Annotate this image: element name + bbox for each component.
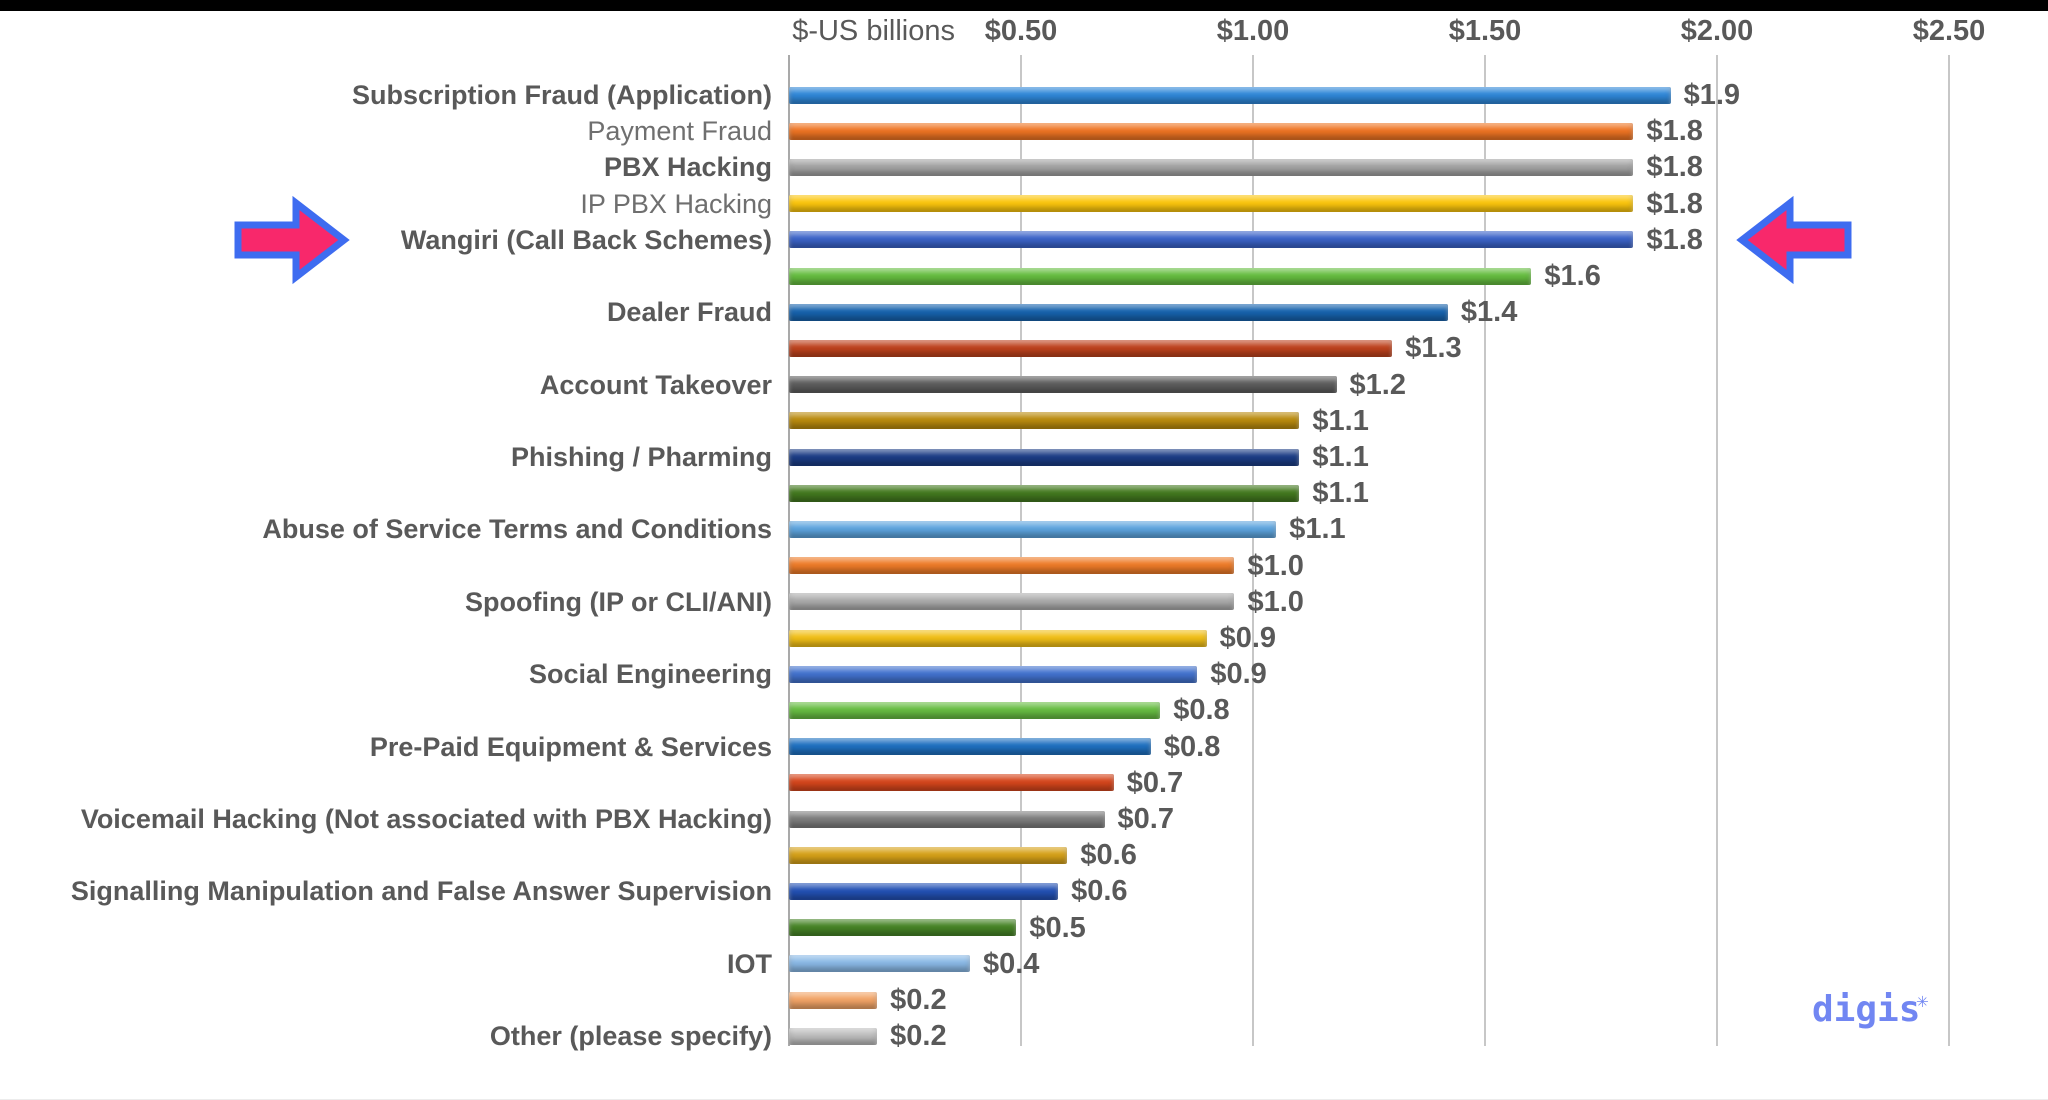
value-label: $0.4 bbox=[982, 947, 1040, 980]
category-label: Dealer Fraud bbox=[606, 297, 772, 328]
value-label: $1.3 bbox=[1405, 332, 1462, 365]
category-label: Spoofing (IP or CLI/ANI) bbox=[465, 586, 772, 617]
gridline-$2.50 bbox=[1948, 55, 1950, 1046]
gridline-$0.50 bbox=[1020, 55, 1022, 1046]
value-label: $1.0 bbox=[1247, 585, 1304, 618]
category-label: Payment Fraud bbox=[587, 116, 772, 147]
value-label: $0.6 bbox=[1080, 839, 1137, 872]
bar bbox=[789, 955, 970, 973]
gridline-$1.00 bbox=[1252, 55, 1254, 1046]
top-letterbox-bar bbox=[0, 0, 2048, 11]
bar bbox=[789, 919, 1017, 937]
bar bbox=[789, 231, 1634, 249]
digis-logo: digis✳ bbox=[1812, 988, 1928, 1030]
value-label: $0.9 bbox=[1219, 622, 1277, 654]
x-tick-$2.50: $2.50 bbox=[1912, 15, 1986, 47]
category-label: Wangiri (Call Back Schemes) bbox=[400, 224, 772, 255]
category-label: PBX Hacking bbox=[603, 152, 772, 183]
bar bbox=[789, 701, 1161, 719]
bar bbox=[789, 1027, 878, 1045]
bar bbox=[789, 412, 1300, 430]
value-label: $0.8 bbox=[1163, 730, 1221, 763]
highlight-arrow-right bbox=[1736, 195, 1852, 285]
bar bbox=[789, 629, 1207, 647]
bar bbox=[789, 520, 1277, 538]
value-label: $0.8 bbox=[1173, 694, 1230, 727]
bar bbox=[789, 557, 1235, 575]
bar bbox=[789, 376, 1337, 394]
bar bbox=[789, 339, 1393, 357]
category-label: IP PBX Hacking bbox=[580, 188, 772, 219]
gridline-$2.00 bbox=[1716, 55, 1718, 1046]
value-label: $1.9 bbox=[1683, 79, 1741, 111]
x-axis-title: $-US billions bbox=[792, 15, 955, 47]
highlight-arrow-left bbox=[234, 195, 350, 285]
value-label: $1.4 bbox=[1460, 296, 1518, 329]
category-label: Signalling Manipulation and False Answer… bbox=[70, 876, 772, 907]
value-label: $1.1 bbox=[1312, 477, 1369, 510]
bar bbox=[789, 195, 1634, 213]
value-label: $0.6 bbox=[1071, 875, 1128, 908]
bar bbox=[789, 86, 1671, 104]
x-tick-$2.00: $2.00 bbox=[1680, 15, 1754, 47]
category-label: Account Takeover bbox=[539, 369, 772, 400]
x-tick-$0.50: $0.50 bbox=[984, 15, 1058, 47]
value-label: $1.1 bbox=[1312, 404, 1369, 437]
value-label: $1.1 bbox=[1289, 513, 1346, 546]
value-label: $1.1 bbox=[1312, 441, 1369, 473]
bar bbox=[789, 810, 1105, 828]
category-label: Abuse of Service Terms and Conditions bbox=[262, 514, 772, 545]
category-label: Pre-Paid Equipment & Services bbox=[369, 731, 772, 762]
value-label: $1.8 bbox=[1646, 223, 1703, 256]
bar bbox=[789, 882, 1059, 900]
value-label: $0.2 bbox=[890, 984, 947, 1016]
bar bbox=[789, 303, 1448, 321]
category-label: Social Engineering bbox=[528, 659, 772, 690]
value-label: $1.0 bbox=[1247, 549, 1304, 582]
category-label: Phishing / Pharming bbox=[510, 442, 772, 472]
bar bbox=[789, 774, 1114, 792]
bar bbox=[789, 122, 1634, 140]
value-label: $1.8 bbox=[1646, 151, 1703, 184]
bar bbox=[789, 665, 1198, 683]
digis-logo-text: digis bbox=[1812, 989, 1921, 1030]
bar bbox=[789, 448, 1300, 466]
bar bbox=[789, 484, 1300, 502]
category-label: Other (please specify) bbox=[489, 1021, 772, 1052]
value-label: $1.8 bbox=[1646, 187, 1703, 220]
category-label: Subscription Fraud (Application) bbox=[352, 80, 772, 110]
value-label: $1.2 bbox=[1349, 368, 1406, 401]
bar bbox=[789, 846, 1068, 864]
bar bbox=[789, 593, 1235, 611]
digis-logo-glyph: ✳ bbox=[1916, 988, 1929, 1012]
x-tick-$1.50: $1.50 bbox=[1448, 15, 1522, 47]
bar bbox=[789, 738, 1151, 756]
value-label: $0.7 bbox=[1117, 803, 1174, 835]
category-label: Voicemail Hacking (Not associated with P… bbox=[80, 804, 772, 834]
value-label: $1.8 bbox=[1646, 115, 1703, 148]
value-label: $1.6 bbox=[1544, 260, 1601, 292]
gridline-$1.50 bbox=[1484, 55, 1486, 1046]
bar bbox=[789, 267, 1532, 285]
x-tick-$1.00: $1.00 bbox=[1216, 15, 1290, 47]
value-label: $0.5 bbox=[1029, 911, 1086, 944]
bar bbox=[789, 991, 878, 1009]
value-label: $0.7 bbox=[1126, 766, 1184, 799]
bar bbox=[789, 158, 1634, 176]
value-label: $0.2 bbox=[890, 1020, 947, 1053]
category-label: IOT bbox=[727, 948, 772, 979]
y-axis-line bbox=[788, 55, 790, 1046]
value-label: $0.9 bbox=[1210, 658, 1267, 691]
